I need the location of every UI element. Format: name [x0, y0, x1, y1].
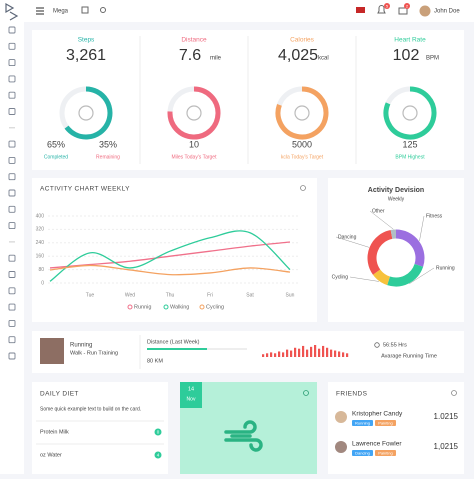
- spark-bar: [338, 351, 340, 357]
- date-month: Nov: [187, 396, 196, 402]
- stat-unit: kcal: [318, 56, 329, 62]
- donut-subtitle: Weekly: [388, 196, 405, 202]
- y-tick-label: 160: [36, 254, 45, 260]
- y-tick-label: 320: [36, 227, 45, 233]
- tag-text: Painting: [378, 420, 392, 425]
- stat-title: Heart Rate: [394, 37, 426, 44]
- user-name[interactable]: John Doe: [434, 9, 460, 15]
- stat-target: 5000: [292, 139, 312, 149]
- date-day: 14: [188, 386, 194, 392]
- y-tick-label: 240: [36, 240, 45, 246]
- spark-bar: [262, 354, 264, 357]
- stat-title: Steps: [78, 37, 95, 44]
- donut-label: Dancing: [338, 234, 357, 240]
- top-bar: [0, 0, 474, 22]
- stat-unit: BPM: [426, 56, 439, 62]
- flag-icon[interactable]: [356, 7, 365, 13]
- friend-avatar: [335, 411, 347, 423]
- friend-avatar: [335, 441, 347, 453]
- spark-bar: [286, 350, 288, 357]
- y-tick-label: 400: [36, 213, 45, 219]
- diet-item: Protein Milk: [40, 429, 69, 435]
- chart-title: ACTIVITY CHART WEEKLY: [40, 186, 130, 193]
- time-label: Avarage Running Time: [381, 353, 437, 359]
- menu-label[interactable]: Mega: [53, 9, 69, 15]
- legend-label: Walking: [170, 304, 189, 310]
- distance-value: 80 KM: [147, 358, 163, 364]
- legend-label: Cycling: [206, 304, 224, 310]
- x-tick-label: Tue: [86, 292, 95, 298]
- stat-value: 3,261: [66, 47, 106, 64]
- stat-target: 125: [402, 139, 417, 149]
- spark-bar: [306, 350, 308, 357]
- y-tick-label: 80: [38, 267, 44, 273]
- y-tick-label: 0: [41, 280, 44, 286]
- spark-bar: [270, 352, 272, 357]
- stat-title: Distance: [181, 37, 207, 44]
- running-title: Running: [70, 343, 92, 349]
- tag-text: Painting: [378, 450, 392, 455]
- stat-target-label: kcla Today's Target: [281, 154, 324, 160]
- avatar[interactable]: [420, 6, 431, 17]
- stat-completed: 65%: [47, 139, 65, 149]
- spark-bar: [274, 353, 276, 357]
- friend-value: 1,0215: [434, 442, 459, 451]
- spark-bar: [326, 348, 328, 357]
- spark-bar: [318, 349, 320, 357]
- legend-label: Runnig: [134, 304, 151, 310]
- friends-title: FRIENDS: [336, 391, 368, 398]
- stat-value: 4,025: [278, 47, 318, 64]
- spark-bar: [278, 351, 280, 357]
- spark-bar: [322, 346, 324, 357]
- tag-text: Dancing: [355, 450, 370, 455]
- x-tick-label: Wed: [125, 292, 135, 298]
- time-value: 56:55 Hrs: [383, 342, 407, 348]
- spark-bar: [298, 349, 300, 357]
- spark-bar: [282, 352, 284, 357]
- friend-name: Kristopher Candy: [352, 411, 403, 418]
- x-tick-label: Fri: [207, 292, 213, 298]
- spark-bar: [290, 351, 292, 357]
- donut-title: Activity Devision: [368, 187, 424, 194]
- diet-text: Some quick example text to build on the …: [40, 406, 141, 412]
- spark-bar: [314, 345, 316, 357]
- stat-target: 10: [189, 139, 199, 149]
- donut-label: Cycling: [332, 274, 349, 280]
- stat-target-label: BPM Highest: [395, 154, 425, 160]
- spark-bar: [302, 346, 304, 357]
- donut-label: Other: [372, 208, 385, 214]
- donut-label: Running: [436, 265, 455, 271]
- x-tick-label: Sat: [246, 292, 254, 298]
- progress-bar: [147, 348, 207, 350]
- distance-label: Distance (Last Week): [147, 339, 200, 345]
- stat-title: Calories: [290, 37, 315, 44]
- sidebar: [0, 22, 24, 474]
- tag-text: Running: [355, 420, 370, 425]
- spark-bar: [294, 348, 296, 357]
- diet-title: DAILY DIET: [40, 391, 79, 398]
- running-subtitle: Walk - Run Training: [70, 350, 118, 356]
- spark-bar: [266, 353, 268, 357]
- x-tick-label: Sun: [286, 292, 295, 298]
- runner-photo: [40, 338, 64, 364]
- stat-value: 7.6: [179, 47, 201, 64]
- stat-unit: mile: [210, 56, 222, 62]
- donut-label: Fitness: [426, 213, 443, 219]
- x-tick-label: Thu: [166, 292, 175, 298]
- friend-value: 1.0215: [434, 412, 459, 421]
- stat-remaining: 35%: [99, 139, 117, 149]
- friend-name: Lawrence Fowler: [352, 441, 402, 448]
- spark-bar: [330, 350, 332, 357]
- stat-target-label: Miles Today's Target: [172, 154, 218, 160]
- diet-item: oz Water: [40, 452, 62, 458]
- spark-bar: [310, 347, 312, 357]
- stat-remaining-label: Remaining: [96, 154, 120, 160]
- spark-bar: [334, 351, 336, 357]
- spark-bar: [346, 353, 348, 357]
- stat-completed-label: Completed: [44, 154, 68, 160]
- spark-bar: [342, 352, 344, 357]
- stat-value: 102: [393, 47, 420, 64]
